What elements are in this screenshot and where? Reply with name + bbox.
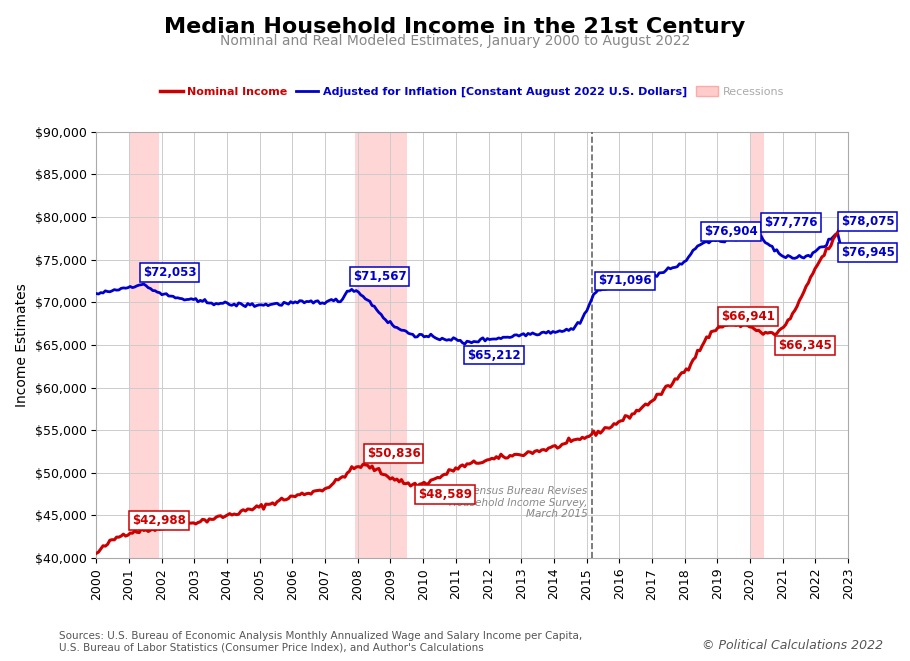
Text: $76,945: $76,945 — [841, 246, 895, 259]
Text: Sources: U.S. Bureau of Economic Analysis Monthly Annualized Wage and Salary Inc: Sources: U.S. Bureau of Economic Analysi… — [59, 631, 582, 652]
Text: Median Household Income in the 21st Century: Median Household Income in the 21st Cent… — [165, 17, 745, 36]
Bar — [129, 132, 159, 558]
Legend: Nominal Income, Adjusted for Inflation [Constant August 2022 U.S. Dollars], Rece: Nominal Income, Adjusted for Inflation [… — [156, 82, 788, 102]
Text: $48,589: $48,589 — [419, 488, 472, 500]
Text: $71,096: $71,096 — [598, 274, 652, 288]
Text: $42,988: $42,988 — [132, 514, 187, 527]
Text: © Political Calculations 2022: © Political Calculations 2022 — [702, 639, 883, 652]
Text: $77,776: $77,776 — [764, 215, 818, 229]
Y-axis label: Income Estimates: Income Estimates — [15, 283, 29, 407]
Text: U.S. Census Bureau Revises
Household Income Survey,
March 2015: U.S. Census Bureau Revises Household Inc… — [442, 486, 587, 520]
Bar — [750, 132, 763, 558]
Text: $71,031: $71,031 — [0, 660, 1, 661]
Text: $76,904: $76,904 — [704, 225, 758, 238]
Text: $65,212: $65,212 — [468, 348, 521, 362]
Bar — [355, 132, 407, 558]
Text: Nominal and Real Modeled Estimates, January 2000 to August 2022: Nominal and Real Modeled Estimates, Janu… — [220, 34, 690, 48]
Text: $66,345: $66,345 — [778, 339, 832, 352]
Text: $71,567: $71,567 — [353, 270, 407, 284]
Text: $66,941: $66,941 — [721, 310, 774, 323]
Text: $50,836: $50,836 — [367, 447, 420, 460]
Text: $72,053: $72,053 — [143, 266, 197, 280]
Text: $78,075: $78,075 — [841, 215, 895, 228]
Text: $40,483: $40,483 — [0, 660, 1, 661]
